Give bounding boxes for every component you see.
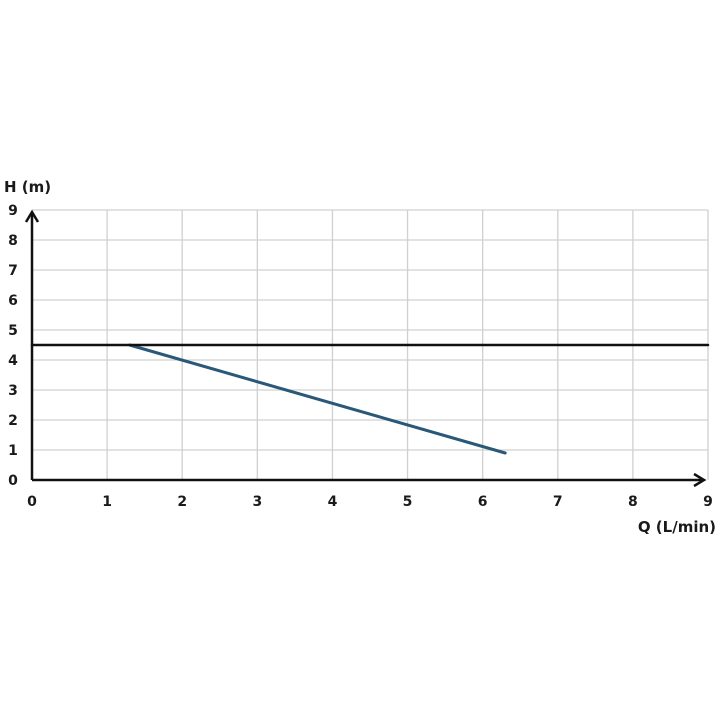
y-axis-label: H (m) — [4, 178, 51, 196]
x-tick-label: 5 — [403, 494, 413, 510]
x-tick-label: 3 — [252, 494, 262, 510]
x-axis-arrow — [693, 472, 707, 488]
y-tick-label: 2 — [8, 413, 18, 429]
x-tick-label: 6 — [478, 494, 488, 510]
axes — [24, 209, 707, 488]
y-tick-label: 3 — [8, 383, 18, 399]
series — [30, 343, 710, 455]
x-tick-label: 0 — [27, 494, 37, 510]
y-tick-label: 6 — [8, 293, 18, 309]
y-tick-label: 0 — [8, 473, 18, 489]
tick-labels: 0 1 2 3 4 5 6 7 8 9 0 1 2 3 4 5 6 7 8 9 — [8, 203, 713, 510]
y-tick-label: 9 — [8, 203, 18, 219]
pump-curve-line — [128, 343, 507, 455]
y-tick-label: 8 — [8, 233, 18, 249]
x-tick-label: 1 — [102, 494, 112, 510]
y-tick-label: 4 — [8, 353, 18, 369]
y-tick-label: 7 — [8, 263, 18, 279]
y-axis-arrow — [24, 209, 40, 223]
x-tick-label: 4 — [328, 494, 338, 510]
x-tick-label: 7 — [553, 494, 563, 510]
y-tick-label: 5 — [8, 323, 18, 339]
x-tick-label: 9 — [703, 494, 713, 510]
x-tick-label: 2 — [177, 494, 187, 510]
x-tick-label: 8 — [628, 494, 638, 510]
x-axis-label: Q (L/min) — [638, 518, 716, 536]
y-tick-label: 1 — [8, 443, 18, 459]
